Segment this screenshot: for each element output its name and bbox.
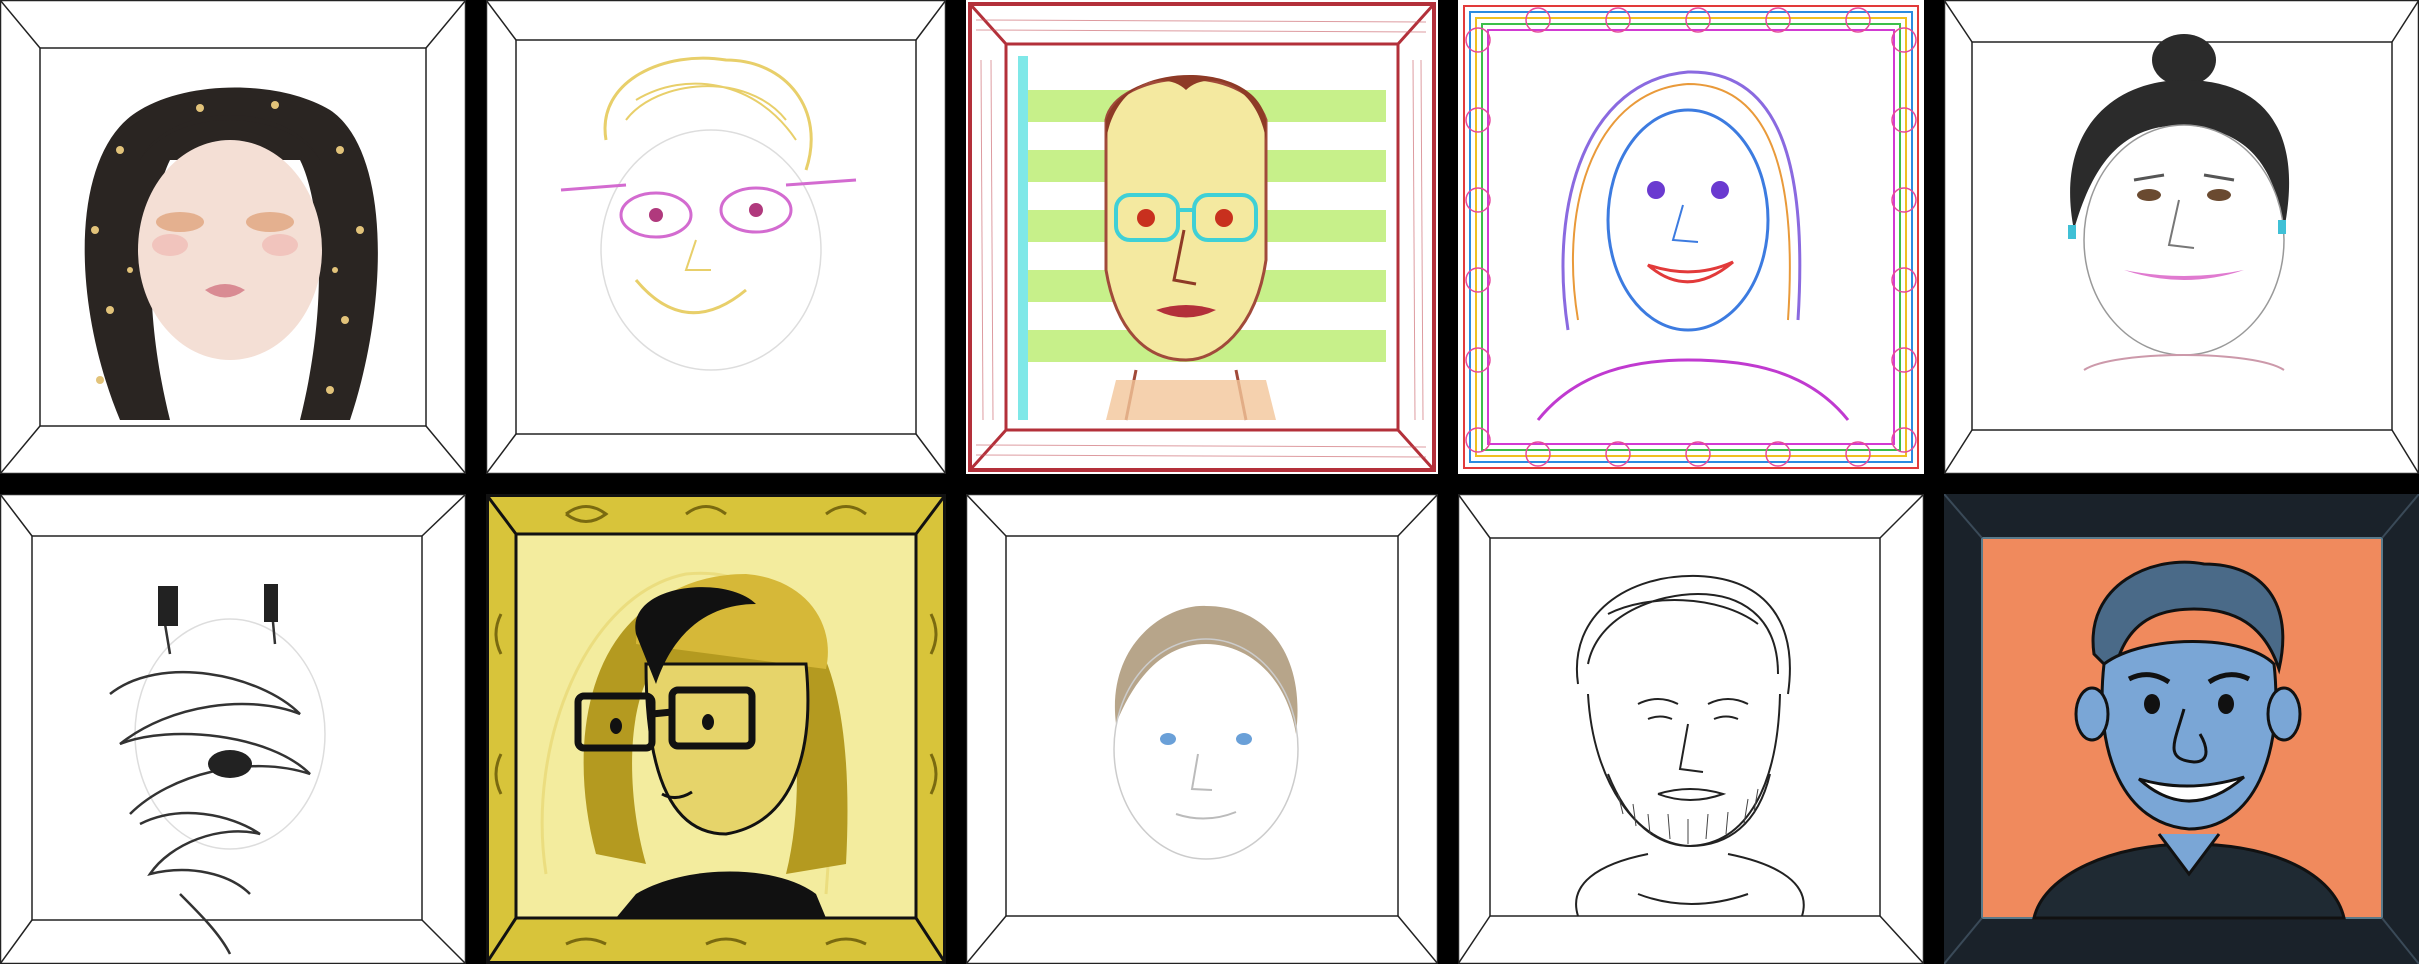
portrait-crayon-glasses-drawing [486, 0, 946, 474]
portrait-pencil-bun [1944, 0, 2419, 474]
portrait-yellow-cartoon-drawing [486, 494, 946, 964]
portrait-galaxy-hair-drawing [0, 0, 466, 474]
portrait-bearded-lineart-drawing [1458, 494, 1924, 964]
portrait-scribble [0, 494, 466, 964]
portrait-pencil-bun-drawing [1944, 0, 2419, 474]
portrait-striped-red-frame-drawing [966, 0, 1438, 474]
portrait-bearded-lineart [1458, 494, 1924, 964]
portrait-child-sketch [966, 494, 1438, 964]
portrait-blue-smile-drawing [1944, 494, 2419, 964]
portrait-scribble-drawing [0, 494, 466, 964]
portrait-rainbow-loops [1458, 0, 1924, 474]
portrait-crayon-glasses [486, 0, 946, 474]
portrait-striped-red-frame [966, 0, 1438, 474]
portrait-galaxy-hair [0, 0, 466, 474]
portrait-yellow-cartoon [486, 494, 946, 964]
portrait-blue-smile [1944, 494, 2419, 964]
portrait-rainbow-loops-drawing [1458, 0, 1924, 474]
portrait-child-sketch-drawing [966, 494, 1438, 964]
